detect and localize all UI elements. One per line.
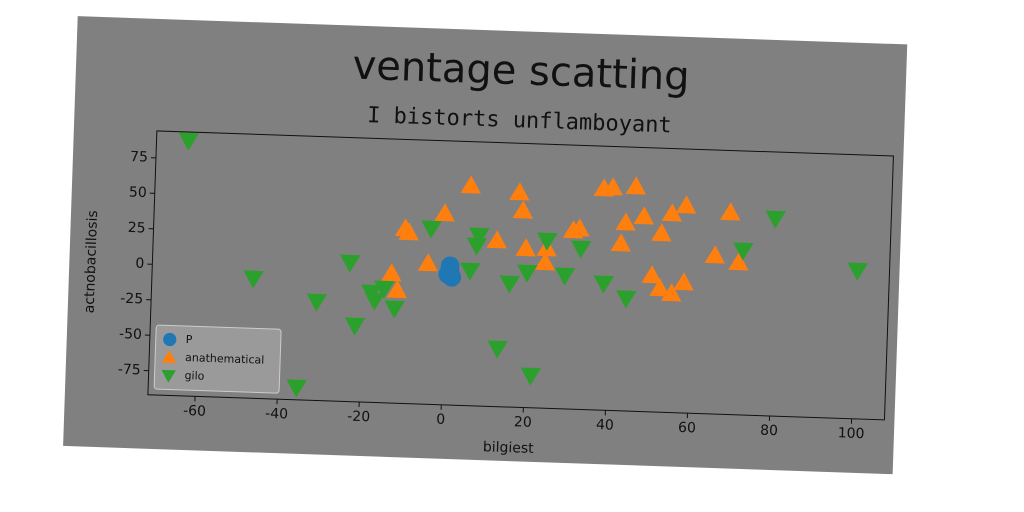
point	[641, 265, 662, 284]
y-tick-label: -25	[120, 291, 143, 308]
point	[512, 200, 534, 219]
point	[569, 218, 590, 237]
point	[602, 177, 623, 196]
y-axis-label: actnobacillosis	[82, 210, 101, 314]
point	[610, 233, 631, 252]
point	[381, 263, 402, 282]
y-tick-label: 25	[127, 220, 145, 237]
point	[593, 275, 615, 294]
point	[704, 245, 725, 264]
figure: ventage scatting I bistorts unflamboyant…	[63, 16, 908, 475]
point	[733, 242, 754, 261]
x-tick-label: 20	[514, 414, 532, 431]
point	[625, 176, 646, 195]
point	[616, 290, 637, 309]
point	[460, 175, 481, 194]
point	[434, 203, 455, 222]
y-tick-label: 0	[135, 256, 144, 272]
point	[675, 195, 697, 214]
point	[384, 300, 405, 319]
point	[520, 367, 542, 386]
point	[728, 252, 749, 271]
point	[661, 203, 683, 222]
point	[571, 240, 592, 259]
x-tick-label: 100	[837, 425, 864, 442]
point	[178, 132, 200, 151]
x-tick-label: 0	[436, 412, 445, 428]
point	[765, 210, 786, 229]
y-tick-label: 50	[129, 184, 147, 201]
y-tick-label: 75	[130, 149, 148, 166]
point	[466, 237, 488, 256]
point	[509, 182, 530, 201]
x-tick-label: 80	[760, 423, 778, 440]
point	[633, 206, 654, 225]
point	[440, 260, 460, 280]
point	[615, 212, 636, 231]
point	[720, 202, 741, 221]
point	[286, 379, 307, 398]
point	[374, 280, 395, 299]
x-tick-label: -60	[183, 403, 206, 420]
chart-title: ventage scatting	[352, 43, 690, 100]
x-axis-label: bilgiest	[483, 439, 535, 457]
legend-marker	[161, 369, 176, 383]
point	[517, 264, 538, 283]
point	[515, 238, 536, 257]
y-tick-label: -50	[119, 326, 142, 343]
plot-area	[147, 130, 894, 421]
point	[534, 252, 556, 271]
point	[344, 317, 366, 336]
point	[673, 272, 694, 291]
point	[469, 227, 490, 246]
point	[421, 220, 442, 239]
legend-marker	[161, 350, 177, 364]
point	[417, 253, 438, 272]
point	[499, 275, 520, 294]
legend-marker	[163, 332, 177, 347]
point	[306, 293, 328, 312]
legend-box	[153, 324, 282, 394]
point	[340, 254, 361, 273]
x-tick-label: 60	[678, 420, 696, 437]
point	[651, 223, 672, 242]
x-tick-label: 40	[596, 417, 614, 434]
legend-label: anathematical	[185, 351, 265, 367]
point	[398, 222, 419, 241]
point	[660, 283, 682, 302]
legend-label: P	[186, 333, 193, 346]
x-tick-label: -40	[265, 406, 288, 423]
point	[649, 278, 670, 297]
point	[537, 232, 558, 251]
point	[486, 230, 507, 249]
x-tick-label: -20	[347, 409, 370, 426]
point	[460, 262, 481, 281]
point	[487, 340, 508, 359]
point	[243, 270, 264, 289]
legend-label: gilo	[184, 369, 205, 383]
point	[364, 292, 386, 311]
point	[386, 280, 408, 299]
point	[554, 267, 576, 286]
y-tick-label: -75	[118, 362, 141, 379]
point	[847, 262, 868, 281]
